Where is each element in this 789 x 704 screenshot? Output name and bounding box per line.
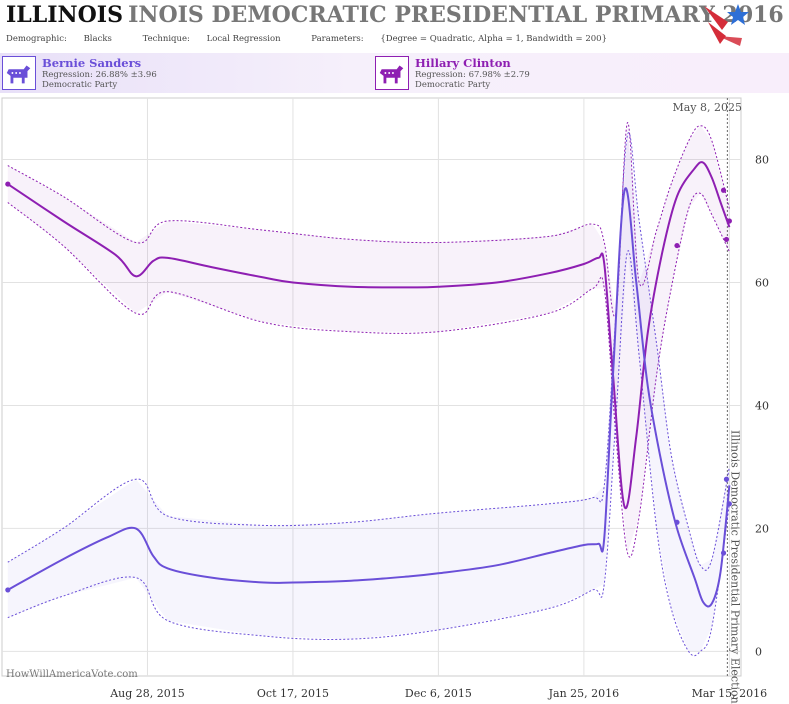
hillary-clinton-trend-line	[7, 161, 731, 510]
donkey-icon	[2, 56, 36, 90]
donkey-icon	[375, 56, 409, 90]
hillary-clinton-poll-point	[726, 218, 732, 224]
demographic-value: Blacks	[83, 34, 112, 44]
plot-frame	[1, 97, 742, 677]
bernie-sanders-trend-line	[7, 187, 731, 608]
parameters-info: Parameters: {Degree = Quadratic, Alpha =…	[311, 34, 621, 44]
technique-value: Local Regression	[206, 34, 281, 44]
bernie-sanders-poll-point	[720, 550, 727, 556]
bernie-sanders-poll-point	[674, 519, 680, 525]
title-rest: INOIS DEMOCRATIC PRESIDENTIAL PRIMARY 20…	[128, 2, 784, 28]
chart-background	[0, 96, 789, 704]
y-tick-label: 0	[755, 645, 762, 658]
x-tick-label: Jan 25, 2016	[548, 687, 620, 700]
election-label: Illinois Democratic Presidential Primary…	[728, 430, 741, 704]
trend-lines	[7, 161, 731, 608]
demographic-label: Demographic:	[6, 34, 67, 44]
bernie-sanders-poll-point	[5, 587, 11, 593]
candidate-party: Democratic Party	[42, 80, 118, 90]
watermark: HowWillAmericaVote.com	[6, 669, 138, 680]
chart-area: 0 20 40 60 80 Aug 28, 2015 Oct 17, 2015 Dec 6, …	[0, 96, 789, 704]
candidate-name: Bernie Sanders	[42, 56, 142, 70]
candidate-legend: Bernie Sanders Regression: 26.88% ±3.96 …	[0, 53, 789, 93]
hillary-clinton-band-fill	[7, 122, 730, 553]
hillary-clinton-poll-point	[720, 187, 727, 193]
hillary-clinton-poll-point	[723, 236, 730, 243]
bernie-sanders-lower-bound	[7, 250, 730, 657]
parameters-value: {Degree = Quadratic, Alpha = 1, Bandwidt…	[380, 34, 607, 44]
axes: 0 20 40 60 80 Aug 28, 2015 Oct 17, 2015 Dec 6, …	[109, 153, 769, 700]
hillary-clinton-upper-bound	[7, 122, 730, 317]
chart-subtitle: Demographic: Blacks Technique: Local Reg…	[6, 34, 635, 44]
x-tick-label: Dec 6, 2015	[405, 687, 472, 700]
y-tick-label: 40	[755, 399, 769, 412]
technique-info: Technique: Local Regression	[143, 34, 295, 44]
candidate-name: Hillary Clinton	[415, 56, 511, 70]
bernie-sanders-band-fill	[7, 134, 730, 652]
candidate-party: Democratic Party	[415, 80, 491, 90]
title-state: ILLINOIS	[6, 2, 123, 28]
bernie-sanders-poll-point	[726, 501, 732, 507]
hillary-clinton-poll-point	[674, 242, 680, 249]
y-tick-label: 60	[755, 276, 769, 289]
technique-label: Technique:	[142, 34, 190, 44]
data-points	[5, 181, 732, 593]
bernie-sanders-poll-point	[723, 476, 730, 482]
hillary-clinton-lower-bound	[7, 192, 730, 558]
date-label: May 8, 2025	[672, 101, 742, 114]
hillary-clinton-poll-point	[5, 181, 11, 187]
candidate-regression: Regression: 26.88% ±3.96	[42, 70, 157, 80]
chart-title: ILLINOIS INOIS DEMOCRATIC PRESIDENTIAL P…	[6, 2, 784, 32]
bernie-sanders-upper-bound	[7, 132, 730, 571]
confidence-bands	[7, 122, 730, 657]
y-tick-label: 80	[755, 153, 769, 166]
candidate-regression: Regression: 67.98% ±2.79	[415, 70, 530, 80]
grid	[1, 97, 742, 677]
demographic-info: Demographic: Blacks	[6, 34, 126, 44]
x-tick-label: Mar 15, 2016	[692, 687, 768, 700]
parameters-label: Parameters:	[311, 34, 364, 44]
x-tick-label: Aug 28, 2015	[109, 687, 185, 700]
y-tick-label: 20	[755, 522, 769, 535]
star-flag-logo-icon	[704, 4, 749, 46]
x-tick-label: Oct 17, 2015	[257, 687, 329, 700]
